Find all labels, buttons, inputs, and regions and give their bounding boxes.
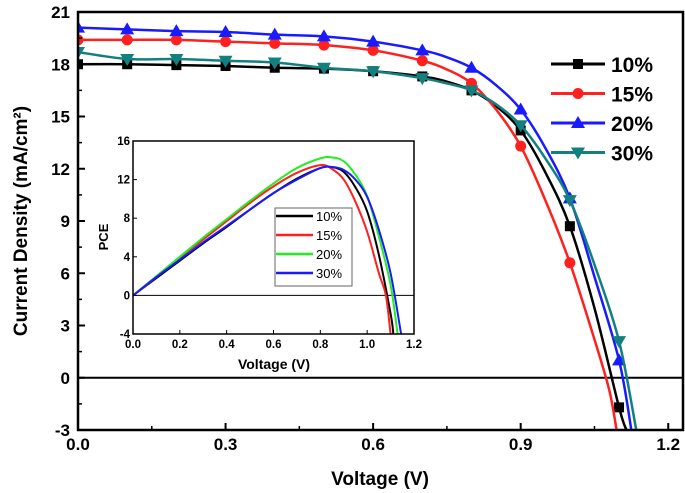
series-line-20% [78,26,633,430]
data-point-30% [415,73,430,86]
legend-label-20%: 20% [611,113,653,136]
legend-marker-10% [573,59,583,69]
data-point-10% [564,221,575,232]
data-point-30% [612,336,627,349]
data-point-20% [316,29,331,42]
inset-y-tick-label: 16 [117,136,130,148]
data-point-30% [562,195,577,208]
data-point-20% [78,20,85,33]
y-axis-label: Current Density (mA/cm²) [11,106,32,336]
data-point-15% [121,34,133,46]
series-line-15% [78,38,618,430]
series-line-10% [78,62,628,430]
inset-x-tick-label: 0.4 [219,339,236,351]
data-point-15% [515,140,527,152]
inset-series-line-30% [133,165,403,334]
data-point-30% [513,120,528,133]
data-point-15% [318,39,330,51]
inset-x-tick-label: 0.2 [172,339,188,351]
data-point-30% [267,57,282,70]
x-tick-label: 0.6 [361,435,385,454]
data-point-20% [267,27,282,40]
data-point-30% [464,85,479,98]
x-tick-label: 0.3 [214,435,238,454]
data-point-10% [614,402,625,413]
inset-x-axis-label: Voltage (V) [238,356,310,372]
inset-x-tick-label: 0.0 [125,339,141,351]
inset-x-tick-label: 1.0 [359,339,375,351]
legend-marker-15% [572,88,584,99]
legend-marker-20% [571,116,585,128]
inset-background [133,141,414,334]
inset-x-tick-label: 0.6 [266,339,282,351]
inset-legend-label-30%: 30% [316,266,342,281]
data-point-30% [78,47,85,60]
inset-y-tick-label: -4 [120,329,131,341]
data-point-30% [218,55,233,68]
y-tick-label: 12 [51,160,70,179]
data-point-20% [464,60,479,73]
data-point-20% [415,43,430,56]
inset-series-line-15% [133,164,392,334]
data-point-15% [367,44,379,56]
inset-y-tick-label: 12 [117,175,130,187]
x-tick-label: 0.0 [66,435,90,454]
x-tick-label: 1.2 [656,435,680,454]
data-point-15% [564,257,576,269]
y-tick-label: 18 [51,55,70,74]
data-point-30% [366,66,381,79]
x-tick-label: 0.9 [509,435,533,454]
data-point-30% [169,54,184,67]
legend-label-30%: 30% [611,143,653,166]
data-point-15% [416,55,428,67]
inset-y-tick-label: 4 [124,252,131,264]
data-point-15% [269,37,281,49]
y-tick-label: 3 [61,317,70,336]
y-tick-label: 9 [61,212,70,231]
legend-label-15%: 15% [611,84,653,107]
y-tick-label: 21 [51,3,70,22]
legend-marker-30% [571,147,585,160]
data-point-15% [78,34,84,46]
data-point-20% [120,22,135,35]
data-point-20% [366,34,381,47]
inset-x-tick-label: 1.2 [406,339,422,351]
x-axis-label: Voltage (V) [331,469,429,490]
inset-legend-label-15%: 15% [316,228,342,243]
legend-label-10%: 10% [611,54,653,77]
inset-x-tick-label: 0.8 [312,339,329,351]
data-point-15% [170,34,182,46]
inset-y-tick-label: 8 [124,213,131,225]
inset-legend-label-20%: 20% [316,247,342,262]
y-tick-label: 0 [61,369,70,388]
inset-plot-area [133,156,414,334]
inset-legend-label-10%: 10% [316,209,342,224]
data-point-30% [120,54,135,67]
y-tick-label: 6 [61,264,70,283]
data-point-20% [218,25,233,38]
data-point-20% [513,102,528,115]
series-line-30% [78,50,638,430]
inset-y-axis-label: PCE [96,223,111,250]
y-tick-label: -3 [55,421,70,440]
y-tick-label: 15 [51,108,70,127]
data-point-30% [316,62,331,75]
main-plot-area [78,20,683,430]
inset-y-tick-label: 0 [124,290,130,302]
data-point-15% [220,36,232,48]
data-point-20% [169,24,184,37]
